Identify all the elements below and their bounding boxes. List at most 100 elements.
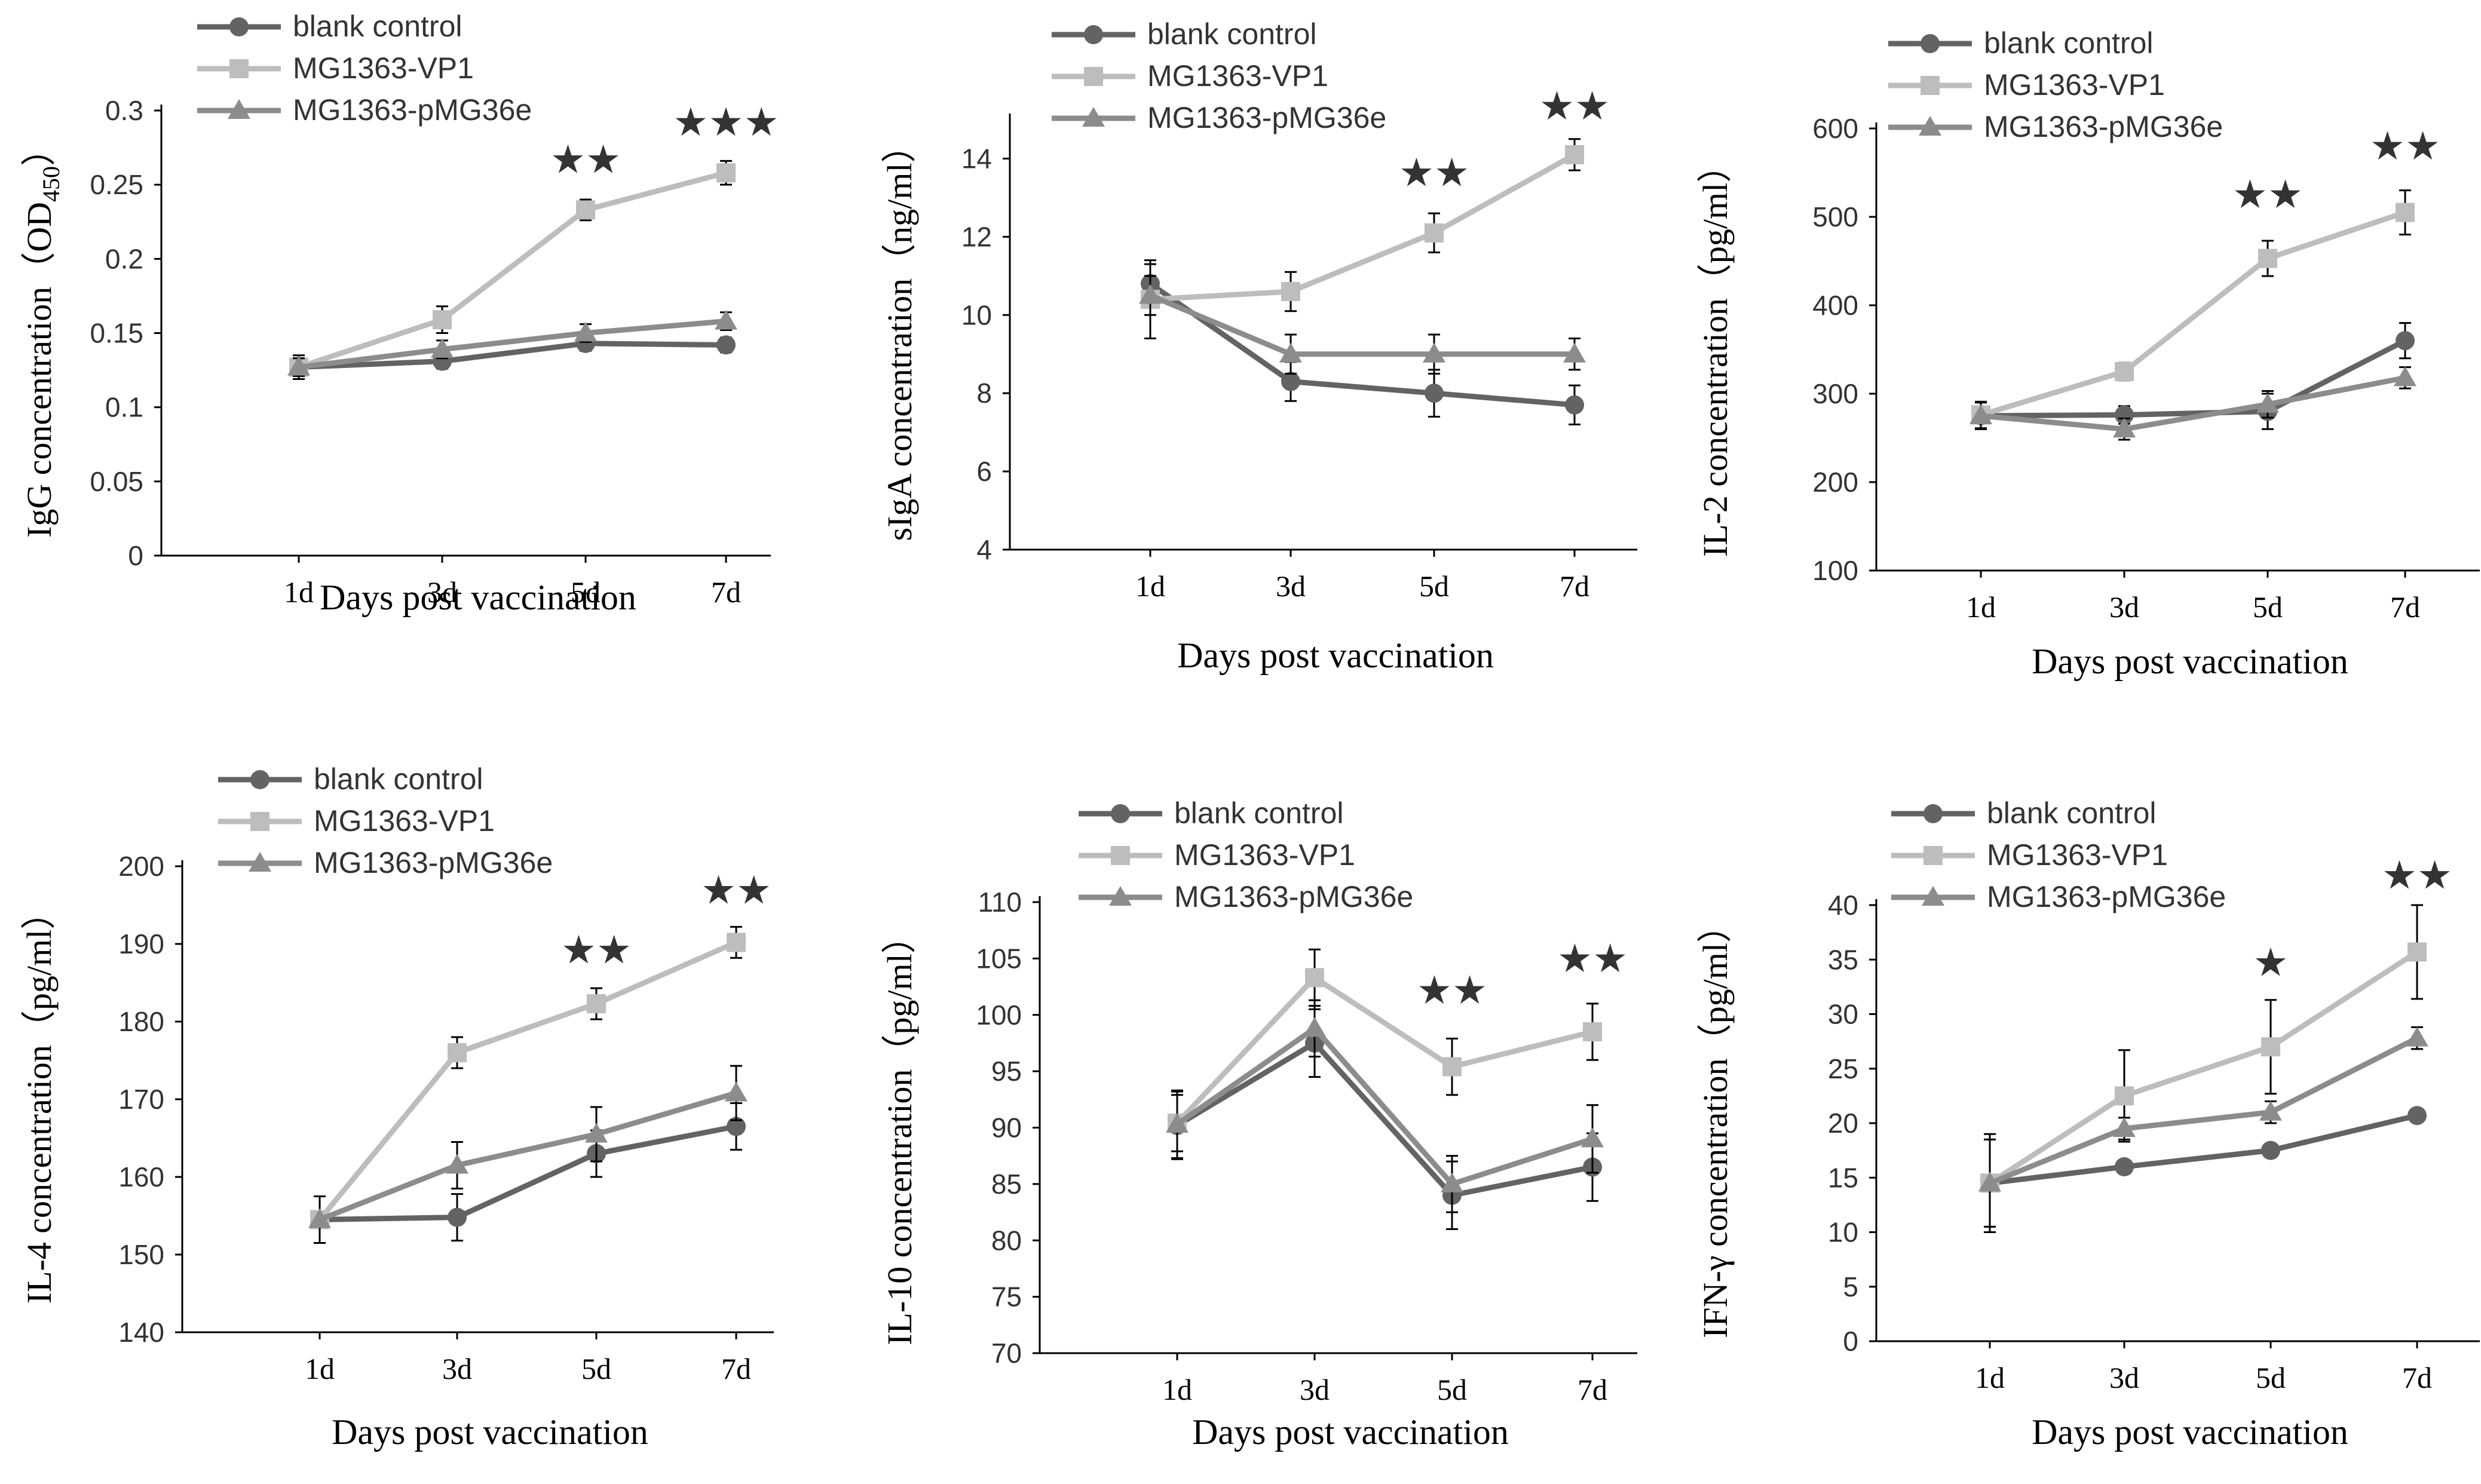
y-tick-label: 0.1 — [105, 392, 143, 423]
data-point — [2396, 331, 2415, 351]
legend-marker — [250, 770, 269, 789]
legend-marker — [1923, 804, 1943, 823]
data-point — [2261, 1140, 2280, 1160]
y-tick-label: 500 — [1812, 201, 1858, 232]
y-axis-label: sIgA concentration（ng/ml） — [880, 128, 919, 541]
x-axis-label: Days post vaccination — [332, 1412, 648, 1452]
data-point — [2259, 1100, 2282, 1121]
data-point — [308, 1208, 331, 1228]
x-axis-label: Days post vaccination — [2032, 642, 2348, 681]
data-point — [2408, 942, 2427, 962]
x-tick-label: 5d — [1419, 569, 1449, 603]
significance-stars: ★★★ — [673, 100, 779, 144]
series-line — [1980, 375, 2406, 432]
data-point — [727, 933, 746, 952]
data-point — [2115, 1086, 2134, 1106]
y-tick-label: 20 — [1828, 1108, 1858, 1139]
legend-label: MG1363-VP1 — [1984, 68, 2165, 102]
legend-marker — [1921, 34, 1940, 53]
y-tick-label: 200 — [118, 851, 164, 882]
x-tick-label: 5d — [571, 575, 601, 609]
data-point — [1441, 1172, 1463, 1192]
legend-marker — [250, 812, 269, 831]
y-axis-label: IFN-γ concentration（pg/ml） — [1696, 908, 1735, 1338]
legend-label: MG1363-VP1 — [1147, 59, 1328, 93]
data-point — [587, 994, 606, 1014]
legend: blank control MG1363-VP1 MG1363-pMG36e — [197, 10, 532, 127]
legend-marker — [229, 59, 249, 78]
y-tick-label: 90 — [991, 1112, 1022, 1143]
data-point — [1583, 1022, 1602, 1042]
y-tick-label: 0.25 — [90, 169, 143, 200]
x-tick-label: 7d — [711, 575, 741, 609]
x-tick-label: 7d — [2390, 590, 2420, 624]
series-line — [317, 940, 737, 1222]
data-point — [1139, 284, 1162, 304]
legend-marker — [229, 17, 249, 36]
legend-marker — [1919, 116, 1941, 136]
x-tick-label: 1d — [1966, 590, 1996, 624]
series-line — [1980, 338, 2407, 419]
x-axis-label: Days post vaccination — [1192, 1412, 1509, 1452]
data-point — [727, 1117, 746, 1136]
series-mg1363-pmg36e — [1978, 1026, 2428, 1228]
legend-marker — [1921, 76, 1940, 95]
y-tick-label: 15 — [1828, 1162, 1858, 1193]
legend-label: MG1363-pMG36e — [1987, 880, 2226, 913]
data-point — [725, 1081, 748, 1102]
chart-panel-1: 0 0.05 0.1 0.15 0.2 0.25 0.3 1d 3d 5d 7d Days post … — [20, 10, 779, 617]
series-mg1363-vp1 — [1141, 138, 1584, 340]
y-tick-label: 105 — [976, 943, 1022, 974]
data-point — [716, 335, 736, 355]
y-tick-label: 0.2 — [105, 243, 143, 274]
series-mg1363-pmg36e — [1166, 999, 1604, 1213]
data-point — [2113, 418, 2136, 438]
y-tick-label: 80 — [991, 1225, 1022, 1256]
y-tick-label: 100 — [976, 999, 1022, 1031]
series-mg1363-pmg36e — [308, 1065, 748, 1244]
data-point — [1425, 384, 1444, 403]
y-tick-label: 600 — [1812, 113, 1858, 144]
x-tick-label: 7d — [2402, 1361, 2432, 1394]
series-blank-control — [310, 1102, 746, 1244]
legend-label: blank control — [1174, 796, 1344, 830]
data-point — [2408, 1106, 2427, 1126]
legend-marker — [1922, 886, 1944, 906]
legend-marker — [228, 99, 250, 119]
y-tick-label: 35 — [1828, 944, 1858, 975]
data-point — [715, 309, 737, 330]
y-tick-label: 0 — [128, 540, 143, 571]
chart-panel-6: 0 5 10 15 20 25 30 35 40 1d 3d 5d 7d Days post vaccin… — [1696, 796, 2480, 1452]
chart-panel-3: 100 200 300 400 500 600 1d 3d 5d 7d Days post vacc… — [1696, 26, 2480, 681]
data-point — [2261, 1037, 2280, 1057]
x-tick-label: 5d — [2253, 590, 2283, 624]
data-point — [716, 163, 736, 183]
y-tick-label: 0.15 — [90, 318, 143, 349]
data-point — [2115, 1157, 2134, 1176]
significance-stars: ★★ — [1557, 936, 1628, 980]
legend-marker — [1084, 25, 1103, 44]
data-point — [446, 1154, 468, 1174]
legend: blank control MG1363-VP1 MG1363-pMG36e — [218, 762, 553, 879]
series-mg1363-pmg36e — [287, 309, 737, 378]
series-line — [1989, 1035, 2419, 1186]
data-point — [1565, 395, 1584, 415]
x-tick-label: 1d — [1975, 1361, 2005, 1394]
data-point — [1978, 1172, 2001, 1192]
x-tick-label: 3d — [427, 575, 457, 609]
significance-stars: ★★ — [2232, 172, 2303, 216]
series-line — [298, 341, 727, 370]
legend-label: blank control — [1987, 796, 2157, 830]
data-point — [1281, 282, 1300, 301]
legend: blank control MG1363-VP1 MG1363-pMG36e — [1079, 796, 1413, 913]
data-point — [1303, 1017, 1326, 1037]
legend-label: MG1363-pMG36e — [1174, 880, 1413, 913]
significance-stars: ★★ — [1539, 84, 1610, 128]
data-point — [574, 321, 597, 342]
legend: blank control MG1363-VP1 MG1363-pMG36e — [1052, 17, 1386, 134]
legend-label: blank control — [293, 10, 462, 43]
x-tick-label: 1d — [284, 575, 314, 609]
significance-stars: ★★ — [550, 137, 621, 181]
data-point — [2258, 249, 2277, 268]
series-blank-control — [1141, 263, 1584, 426]
